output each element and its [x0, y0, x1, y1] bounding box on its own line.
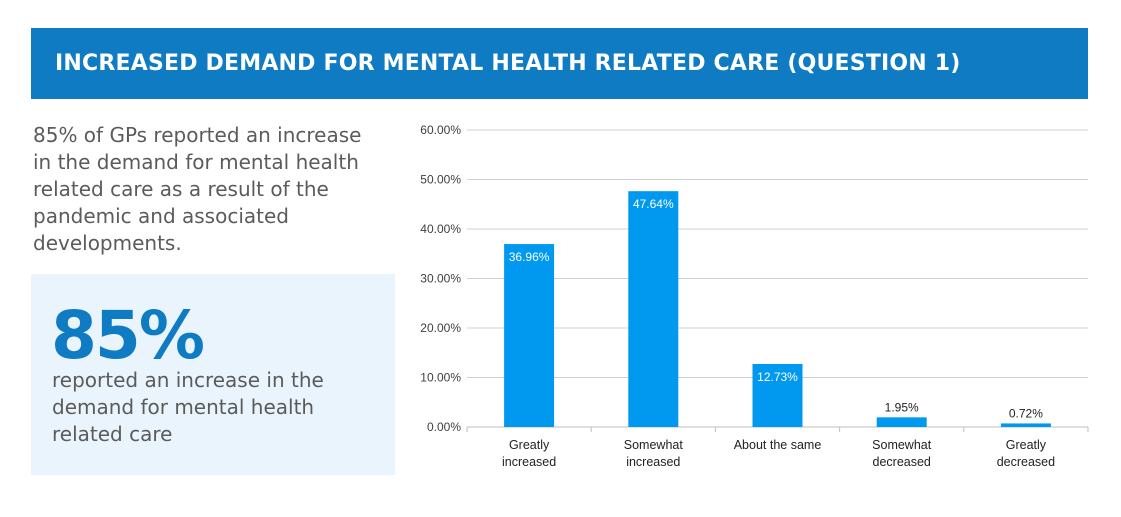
- x-category-label: Somewhat: [872, 438, 932, 452]
- data-label: 12.73%: [757, 370, 798, 384]
- stat-callout: 85% reported an increase in the demand f…: [31, 274, 395, 475]
- y-tick-label: 10.00%: [420, 371, 461, 385]
- x-category-label: increased: [626, 455, 680, 469]
- y-tick-label: 40.00%: [420, 222, 461, 236]
- stat-caption: reported an increase in the demand for m…: [52, 368, 324, 446]
- y-tick-label: 60.00%: [420, 123, 461, 137]
- bar: [628, 191, 679, 427]
- data-label: 1.95%: [885, 400, 919, 414]
- bar: [876, 417, 927, 427]
- bar: [752, 363, 803, 427]
- data-label: 0.72%: [1009, 406, 1043, 420]
- data-label: 36.96%: [509, 250, 550, 264]
- x-category-label: Somewhat: [624, 438, 684, 452]
- bar: [1000, 423, 1051, 427]
- y-tick-label: 50.00%: [420, 173, 461, 187]
- x-category-label: decreased: [997, 455, 1055, 469]
- x-category-label: About the same: [734, 438, 822, 452]
- title-banner: INCREASED DEMAND FOR MENTAL HEALTH RELAT…: [31, 28, 1088, 99]
- y-tick-label: 30.00%: [420, 272, 461, 286]
- y-tick-label: 20.00%: [420, 321, 461, 335]
- x-category-label: increased: [502, 455, 556, 469]
- page-title: INCREASED DEMAND FOR MENTAL HEALTH RELAT…: [55, 51, 961, 76]
- x-category-label: Greatly: [509, 438, 550, 452]
- bar: [504, 244, 555, 427]
- intro-paragraph: 85% of GPs reported an increase in the d…: [33, 123, 362, 255]
- stat-value: 85%: [51, 297, 205, 374]
- bar-chart: 0.00% 10.00% 20.00% 30.00% 40.00% 50.00% 60.00…: [420, 123, 1089, 469]
- x-category-label: decreased: [873, 455, 931, 469]
- x-category-label: Greatly: [1006, 438, 1047, 452]
- data-label: 47.64%: [633, 197, 674, 211]
- y-tick-label: 0.00%: [427, 420, 461, 434]
